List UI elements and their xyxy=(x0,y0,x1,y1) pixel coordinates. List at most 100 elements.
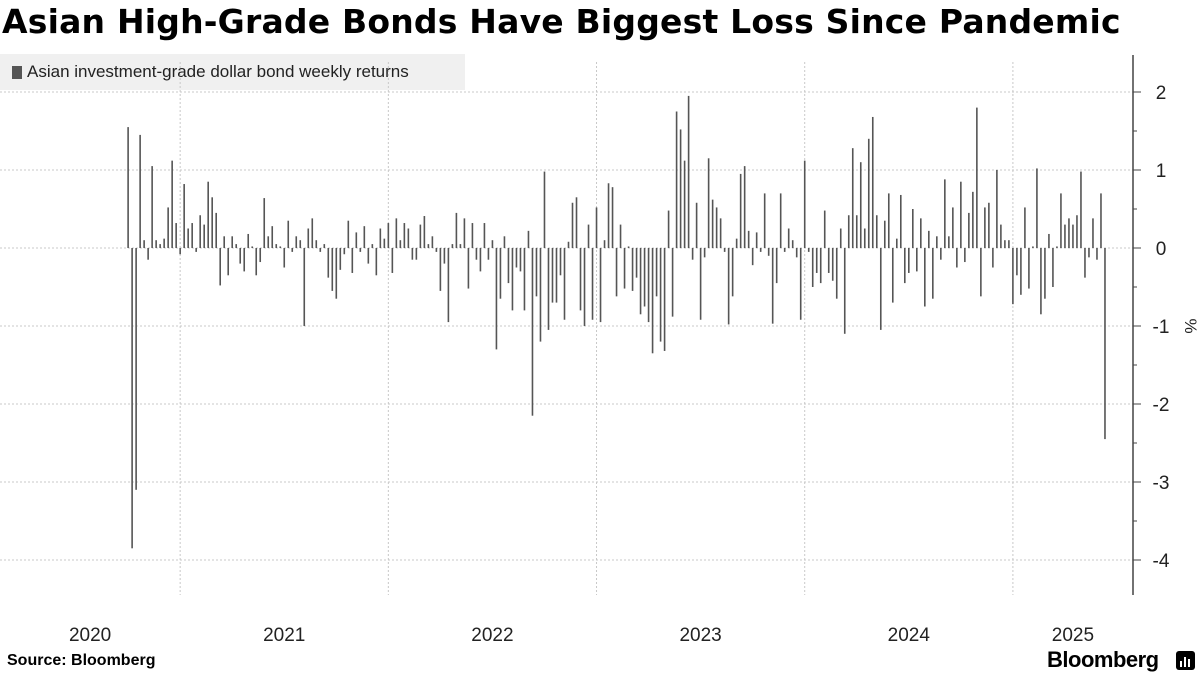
bar xyxy=(976,107,978,248)
bar xyxy=(635,248,638,278)
bar xyxy=(940,248,942,260)
bar xyxy=(211,197,213,248)
bar xyxy=(383,238,386,248)
bar xyxy=(623,248,626,289)
legend: Asian investment-grade dollar bond weekl… xyxy=(0,54,465,90)
bar xyxy=(527,230,530,248)
x-tick-label: 2022 xyxy=(471,625,513,646)
bar xyxy=(391,248,394,273)
bar xyxy=(343,248,346,255)
chart-title: Asian High-Grade Bonds Have Biggest Loss… xyxy=(2,2,1121,41)
bar xyxy=(451,244,454,248)
bar xyxy=(191,223,193,248)
bar xyxy=(315,240,318,248)
bar xyxy=(691,248,694,260)
bar xyxy=(699,248,702,320)
bar xyxy=(611,187,614,248)
y-tick-label: 2 xyxy=(1156,83,1167,104)
bloomberg-logo: Bloomberg xyxy=(1047,647,1159,672)
bar xyxy=(1048,233,1050,248)
y-tick-label: 0 xyxy=(1156,239,1167,260)
bar xyxy=(839,228,842,248)
bar xyxy=(515,248,518,268)
bar xyxy=(1004,240,1006,248)
bar xyxy=(1064,224,1066,248)
bar xyxy=(908,248,910,273)
bar xyxy=(355,232,358,248)
bar xyxy=(187,228,189,248)
bar xyxy=(143,240,145,248)
vertical-gridlines xyxy=(179,62,1014,595)
bar xyxy=(219,248,221,286)
bar xyxy=(455,212,458,248)
bar xyxy=(891,248,894,303)
bar xyxy=(1044,248,1046,299)
bar xyxy=(739,173,742,248)
bar xyxy=(1000,224,1002,248)
bar xyxy=(195,248,197,252)
bar xyxy=(255,248,258,276)
source-note: Source: Bloomberg xyxy=(7,652,156,669)
bar xyxy=(127,127,129,248)
bar xyxy=(783,248,786,252)
bar xyxy=(139,134,141,248)
bar xyxy=(331,248,334,291)
bar xyxy=(843,248,846,334)
bar xyxy=(411,248,414,260)
bar xyxy=(787,228,790,248)
bar xyxy=(903,248,906,284)
bar xyxy=(1088,248,1090,258)
bar xyxy=(291,248,294,252)
bar xyxy=(595,207,598,248)
bar xyxy=(235,244,238,248)
bar xyxy=(1052,248,1054,287)
bar xyxy=(675,111,678,248)
x-tick-label: 2021 xyxy=(263,625,305,646)
y-tick-label: -2 xyxy=(1153,395,1170,416)
bar xyxy=(948,236,950,248)
bar xyxy=(159,244,161,248)
bar xyxy=(475,248,478,260)
bar xyxy=(1008,240,1010,248)
bar xyxy=(263,198,266,248)
bar xyxy=(759,248,762,252)
bar xyxy=(928,230,930,248)
bar xyxy=(283,248,286,268)
bar xyxy=(487,248,490,260)
x-tick-label: 2023 xyxy=(679,625,721,646)
bar xyxy=(303,248,306,326)
x-axis-labels: 2020 2021 2022 2023 2024 2025 xyxy=(69,625,1094,646)
bar xyxy=(547,248,550,330)
x-tick-label: 2025 xyxy=(1052,625,1094,646)
bar xyxy=(719,218,722,248)
bar xyxy=(811,248,814,287)
bar xyxy=(743,166,746,248)
bar xyxy=(327,248,330,278)
bar xyxy=(271,226,274,248)
bar xyxy=(920,218,922,248)
bar xyxy=(495,248,498,350)
bar xyxy=(1076,215,1078,248)
bar xyxy=(747,230,750,248)
bar xyxy=(179,248,181,255)
bar xyxy=(335,248,338,299)
bar xyxy=(1080,171,1082,248)
bar xyxy=(771,248,774,324)
bar xyxy=(339,248,342,270)
bar xyxy=(267,236,270,248)
bar xyxy=(227,248,230,276)
bar xyxy=(683,160,686,248)
bar xyxy=(679,129,682,248)
bar xyxy=(539,248,542,342)
bar xyxy=(952,207,954,248)
bar xyxy=(775,248,778,284)
bar xyxy=(463,218,466,248)
bar xyxy=(899,194,902,248)
bar xyxy=(423,216,426,248)
bar xyxy=(247,233,250,248)
bar xyxy=(639,248,642,315)
bar xyxy=(175,223,177,248)
bar xyxy=(287,220,290,248)
bar xyxy=(443,248,446,264)
